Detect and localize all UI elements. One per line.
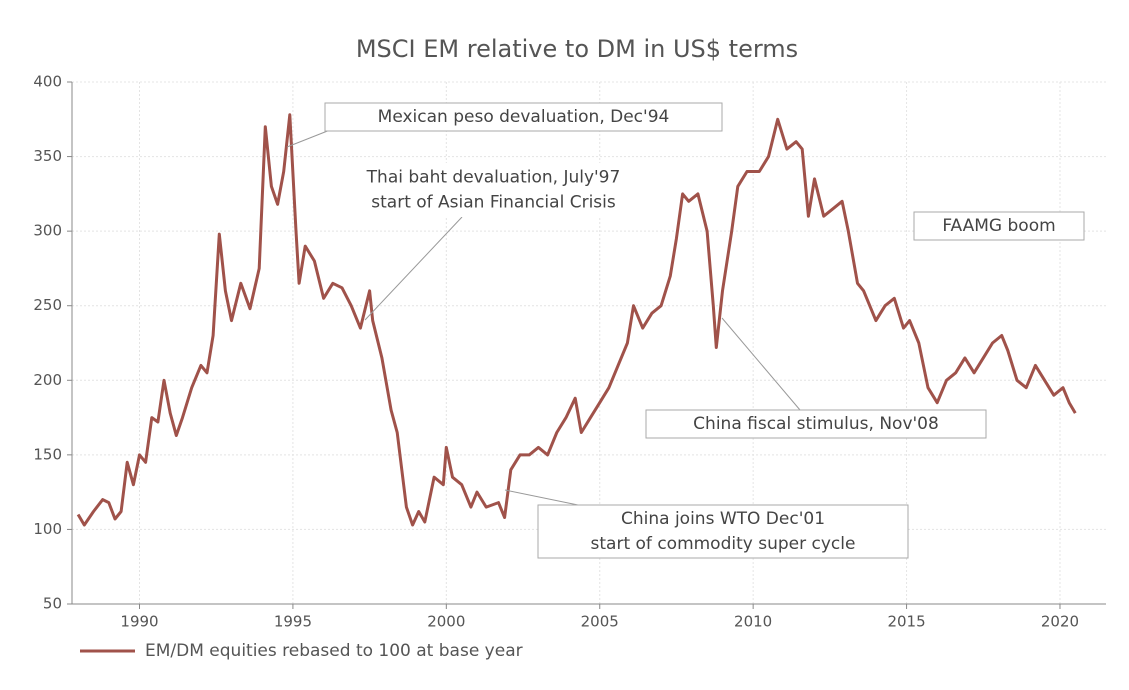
x-tick-label: 2005 [581,613,619,631]
annotation-box [645,409,987,439]
leader-line [364,216,463,321]
y-tick-label: 50 [43,595,62,613]
annotation-text: start of commodity super cycle [591,534,856,554]
x-tick-label: 2020 [1041,613,1079,631]
leader-line [286,129,331,148]
data-line [76,113,1077,527]
annotation-box [310,163,677,217]
x-tick-label: 1995 [274,613,312,631]
y-tick-label: 350 [33,147,62,165]
annotation-text: China fiscal stimulus, Nov'08 [693,414,939,434]
x-tick-label: 1990 [120,613,158,631]
leader-line [721,317,801,411]
annotation-text: start of Asian Financial Crisis [371,193,616,213]
y-tick-label: 150 [33,445,62,463]
annotation-box [324,102,723,132]
annotation-box [913,211,1085,241]
y-tick-label: 400 [33,73,62,91]
annotation-text: FAAMG boom [942,216,1055,236]
annotation-text: China joins WTO Dec'01 [621,509,825,529]
x-tick-label: 2000 [427,613,465,631]
legend-label: EM/DM equities rebased to 100 at base ye… [145,641,523,661]
x-tick-label: 2015 [887,613,925,631]
y-tick-label: 300 [33,222,62,240]
annotation-text: Mexican peso devaluation, Dec'94 [378,107,670,127]
y-tick-label: 100 [33,520,62,538]
y-tick-label: 200 [33,371,62,389]
x-tick-label: 2010 [734,613,772,631]
chart-title: MSCI EM relative to DM in US$ terms [356,35,798,63]
annotation-text: Thai baht devaluation, July'97 [366,168,621,188]
y-tick-label: 250 [33,296,62,314]
annotation-box [537,504,909,559]
leader-line [504,489,579,506]
